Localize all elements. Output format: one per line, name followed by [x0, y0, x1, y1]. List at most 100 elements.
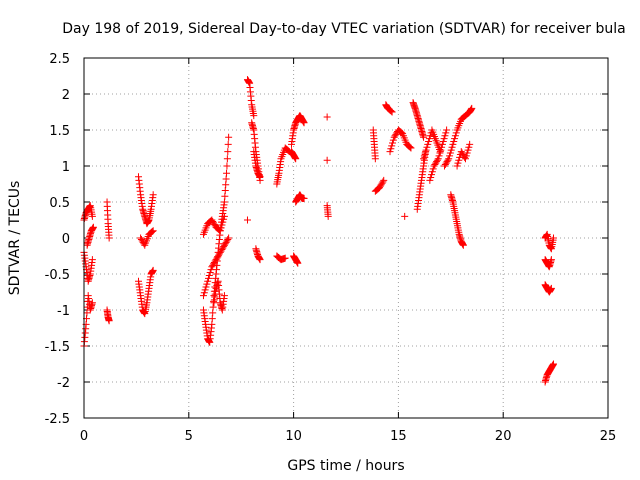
grid-layer [84, 58, 608, 418]
data-point [386, 107, 394, 115]
data-point [223, 162, 231, 170]
data-point [224, 235, 232, 243]
data-point [428, 171, 436, 179]
data-point [324, 212, 332, 220]
data-point [464, 146, 472, 154]
data-point [376, 184, 384, 192]
data-point [208, 216, 216, 224]
data-point [206, 269, 214, 277]
data-point [378, 179, 386, 187]
data-point [137, 234, 145, 242]
data-point [437, 146, 445, 154]
data-point [149, 227, 157, 235]
data-point [459, 150, 467, 158]
data-point [440, 135, 448, 143]
data-point [88, 212, 96, 220]
x-tick-labels: 0 5 10 15 20 25 [80, 429, 616, 444]
data-point [390, 133, 398, 141]
data-point [215, 251, 223, 259]
data-point [256, 256, 264, 264]
data-point [442, 129, 450, 137]
data-point [281, 254, 289, 262]
data-point [387, 145, 395, 153]
data-point [210, 220, 218, 228]
data-point [427, 174, 435, 182]
data-point [219, 218, 227, 226]
data-point [424, 140, 432, 148]
data-point [379, 178, 387, 186]
data-point [323, 156, 331, 164]
data-point [387, 107, 395, 115]
data-point [435, 152, 443, 160]
data-point [433, 158, 441, 166]
data-point [425, 138, 433, 146]
data-point [550, 360, 558, 368]
data-point [202, 283, 210, 291]
data-point [220, 241, 228, 249]
data-point [220, 292, 228, 300]
data-point [220, 212, 228, 220]
data-point [398, 129, 406, 137]
data-point [432, 159, 440, 167]
data-point [547, 284, 555, 292]
data-point [88, 299, 96, 307]
data-point [397, 128, 405, 136]
data-point [436, 149, 444, 157]
tick-layer [83, 57, 609, 419]
data-point [449, 140, 457, 148]
data-point [431, 161, 439, 169]
data-point [285, 147, 293, 155]
data-point [426, 176, 434, 184]
data-point [438, 140, 446, 148]
data-point [216, 248, 224, 256]
data-point [225, 133, 233, 141]
data-point [468, 104, 476, 112]
data-point [446, 152, 454, 160]
data-point [392, 130, 400, 138]
data-point [220, 243, 228, 251]
data-point [215, 250, 223, 258]
data-point [214, 253, 222, 261]
y-tick-label: 1 [62, 160, 70, 175]
y-tick-label: 0 [62, 232, 70, 247]
data-point [137, 235, 145, 243]
data-point [453, 162, 461, 170]
y-tick-labels: 2.5 2 1.5 1 0.5 0 -0.5 -1 -1.5 -2 -2.5 [45, 52, 70, 427]
data-point [221, 240, 229, 248]
data-point [547, 256, 555, 264]
data-point [462, 152, 470, 160]
data-point [243, 216, 251, 224]
data-point [445, 155, 453, 163]
y-tick-label: 2.5 [49, 52, 70, 67]
data-point [88, 256, 96, 264]
data-point [199, 292, 207, 300]
x-axis-label: GPS time / hours [287, 458, 404, 474]
data-point [371, 155, 379, 163]
data-point [89, 223, 97, 231]
y-tick-label: -1 [57, 304, 70, 319]
data-point [430, 162, 438, 170]
data-point [223, 155, 231, 163]
data-point [222, 238, 230, 246]
data-point [429, 165, 437, 173]
data-point [452, 129, 460, 137]
data-point [446, 149, 454, 157]
data-point [208, 263, 216, 271]
data-point [425, 135, 433, 143]
x-tick-label: 5 [185, 429, 193, 444]
data-point [455, 156, 463, 164]
data-point [422, 146, 430, 154]
data-point [149, 266, 157, 274]
data-point [209, 261, 217, 269]
data-point [451, 132, 459, 140]
y-axis-label: SDTVAR / TECUs [7, 181, 23, 296]
data-point [380, 176, 388, 184]
data-point [401, 212, 409, 220]
data-point [201, 286, 209, 294]
data-point [203, 280, 211, 288]
data-point [224, 140, 232, 148]
data-point [447, 146, 455, 154]
data-point [442, 159, 450, 167]
data-point [223, 169, 231, 177]
